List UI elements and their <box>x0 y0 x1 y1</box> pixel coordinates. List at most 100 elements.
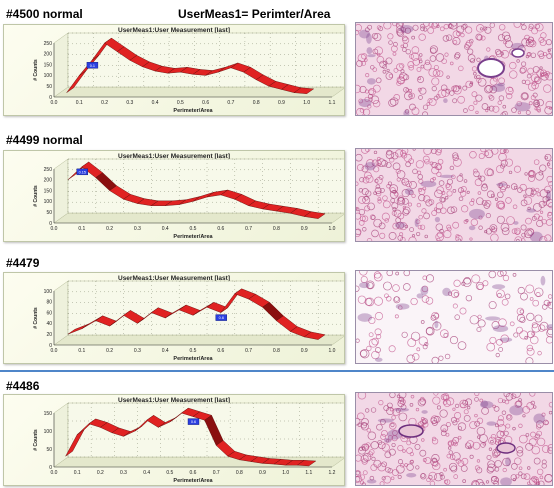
tissue-cell <box>530 192 535 198</box>
tissue-cell <box>400 404 407 411</box>
tissue-cell <box>536 99 544 107</box>
tissue-cell <box>447 291 453 296</box>
tissue-cell <box>419 224 426 230</box>
tissue-cell <box>535 187 540 193</box>
tissue-cell <box>506 216 515 225</box>
tissue-cell <box>432 396 441 405</box>
tissue-nucleus-cluster <box>384 437 392 443</box>
tissue-cell <box>395 408 401 413</box>
y-tick-label: 150 <box>44 188 53 194</box>
tissue-cell <box>486 466 494 474</box>
y-axis-title: # Counts <box>33 59 39 81</box>
tissue-cell <box>362 470 368 476</box>
tissue-cell <box>519 183 527 192</box>
tissue-cell <box>391 415 396 420</box>
tissue-cell <box>541 445 550 453</box>
chart-side-wall <box>53 280 69 346</box>
tissue-cell <box>367 93 374 99</box>
tissue-cell <box>408 92 415 100</box>
tissue-cell <box>433 415 441 423</box>
tissue-cell <box>444 196 449 200</box>
tissue-cell <box>428 471 438 481</box>
tissue-cell <box>548 181 552 187</box>
tissue-cell <box>498 152 507 162</box>
tissue-cell <box>488 94 493 99</box>
tissue-cell <box>539 475 544 480</box>
tissue-cell <box>439 409 448 418</box>
tissue-cell <box>475 33 483 41</box>
tissue-cell <box>500 112 506 115</box>
tissue-cell <box>539 164 547 172</box>
tissue-cell <box>542 51 548 57</box>
tissue-cell <box>397 305 403 310</box>
tissue-cell <box>524 172 528 176</box>
tissue-cell <box>429 55 437 62</box>
tissue-nucleus-cluster <box>486 421 497 426</box>
tissue-nucleus-cluster <box>491 83 506 92</box>
tissue-cell <box>391 469 399 476</box>
tissue-cell <box>529 477 538 485</box>
tissue-cell <box>431 311 440 320</box>
tissue-cell <box>408 65 414 71</box>
tissue-cell <box>397 474 402 479</box>
tissue-cell <box>500 159 508 167</box>
tissue-cell <box>373 150 378 155</box>
tissue-cell <box>371 159 379 167</box>
tissue-cell <box>400 27 406 33</box>
x-tick-label: 0.3 <box>120 470 127 476</box>
tissue-cell <box>428 68 437 77</box>
tissue-cell <box>469 38 474 44</box>
tissue-cell <box>381 429 388 437</box>
tissue-cell <box>381 159 388 167</box>
series-segment <box>293 87 315 94</box>
tissue-cell <box>446 75 450 79</box>
x-axis-title: Perimeter/Area <box>173 478 213 484</box>
tissue-cell <box>445 422 451 427</box>
tissue-cell <box>357 393 367 400</box>
tissue-cell <box>390 45 398 53</box>
tissue-cell <box>487 463 496 473</box>
tissue-cell <box>359 474 366 480</box>
tissue-cell <box>520 473 527 480</box>
tissue-cell <box>400 398 406 405</box>
tissue-cell <box>463 108 468 113</box>
tissue-cell <box>452 30 461 38</box>
airway-lumen <box>398 424 424 438</box>
tissue-cell <box>356 108 365 115</box>
tissue-cell <box>547 48 551 52</box>
tissue-cell <box>402 205 407 210</box>
tissue-cell <box>423 62 432 71</box>
tissue-cell <box>356 229 362 238</box>
tissue-cell <box>391 442 396 448</box>
tissue-nucleus-cluster <box>492 284 506 290</box>
value-marker-label: 0.1 <box>90 64 95 68</box>
tissue-cell <box>404 91 413 101</box>
tissue-cell <box>468 445 472 450</box>
chart-side-wall <box>53 158 69 224</box>
tissue-cell <box>524 34 530 41</box>
tissue-cell <box>530 400 536 406</box>
tissue-cell <box>470 198 475 203</box>
tissue-cell <box>374 178 379 183</box>
tissue-cell <box>525 110 531 115</box>
tissue-cell <box>463 277 471 285</box>
tissue-nucleus-cluster <box>394 221 406 229</box>
tissue-cell <box>382 200 391 209</box>
tissue-cell <box>356 417 361 426</box>
tissue-cell <box>495 200 505 210</box>
tissue-cell <box>494 197 499 201</box>
tissue-cell <box>389 407 394 412</box>
x-tick-label: 0.9 <box>301 348 308 354</box>
tissue-cell <box>545 219 552 226</box>
tissue-cell <box>529 39 536 46</box>
tissue-cell <box>516 307 525 316</box>
tissue-cell <box>385 162 392 169</box>
tissue-cell <box>523 194 527 198</box>
tissue-nucleus-cluster <box>546 324 552 329</box>
tissue-cell <box>412 353 420 361</box>
tissue-cell <box>499 181 508 191</box>
tissue-cell <box>429 178 435 183</box>
tissue-cell <box>368 316 376 325</box>
x-tick-label: 0.1 <box>78 226 85 232</box>
tissue-cell <box>386 149 392 156</box>
